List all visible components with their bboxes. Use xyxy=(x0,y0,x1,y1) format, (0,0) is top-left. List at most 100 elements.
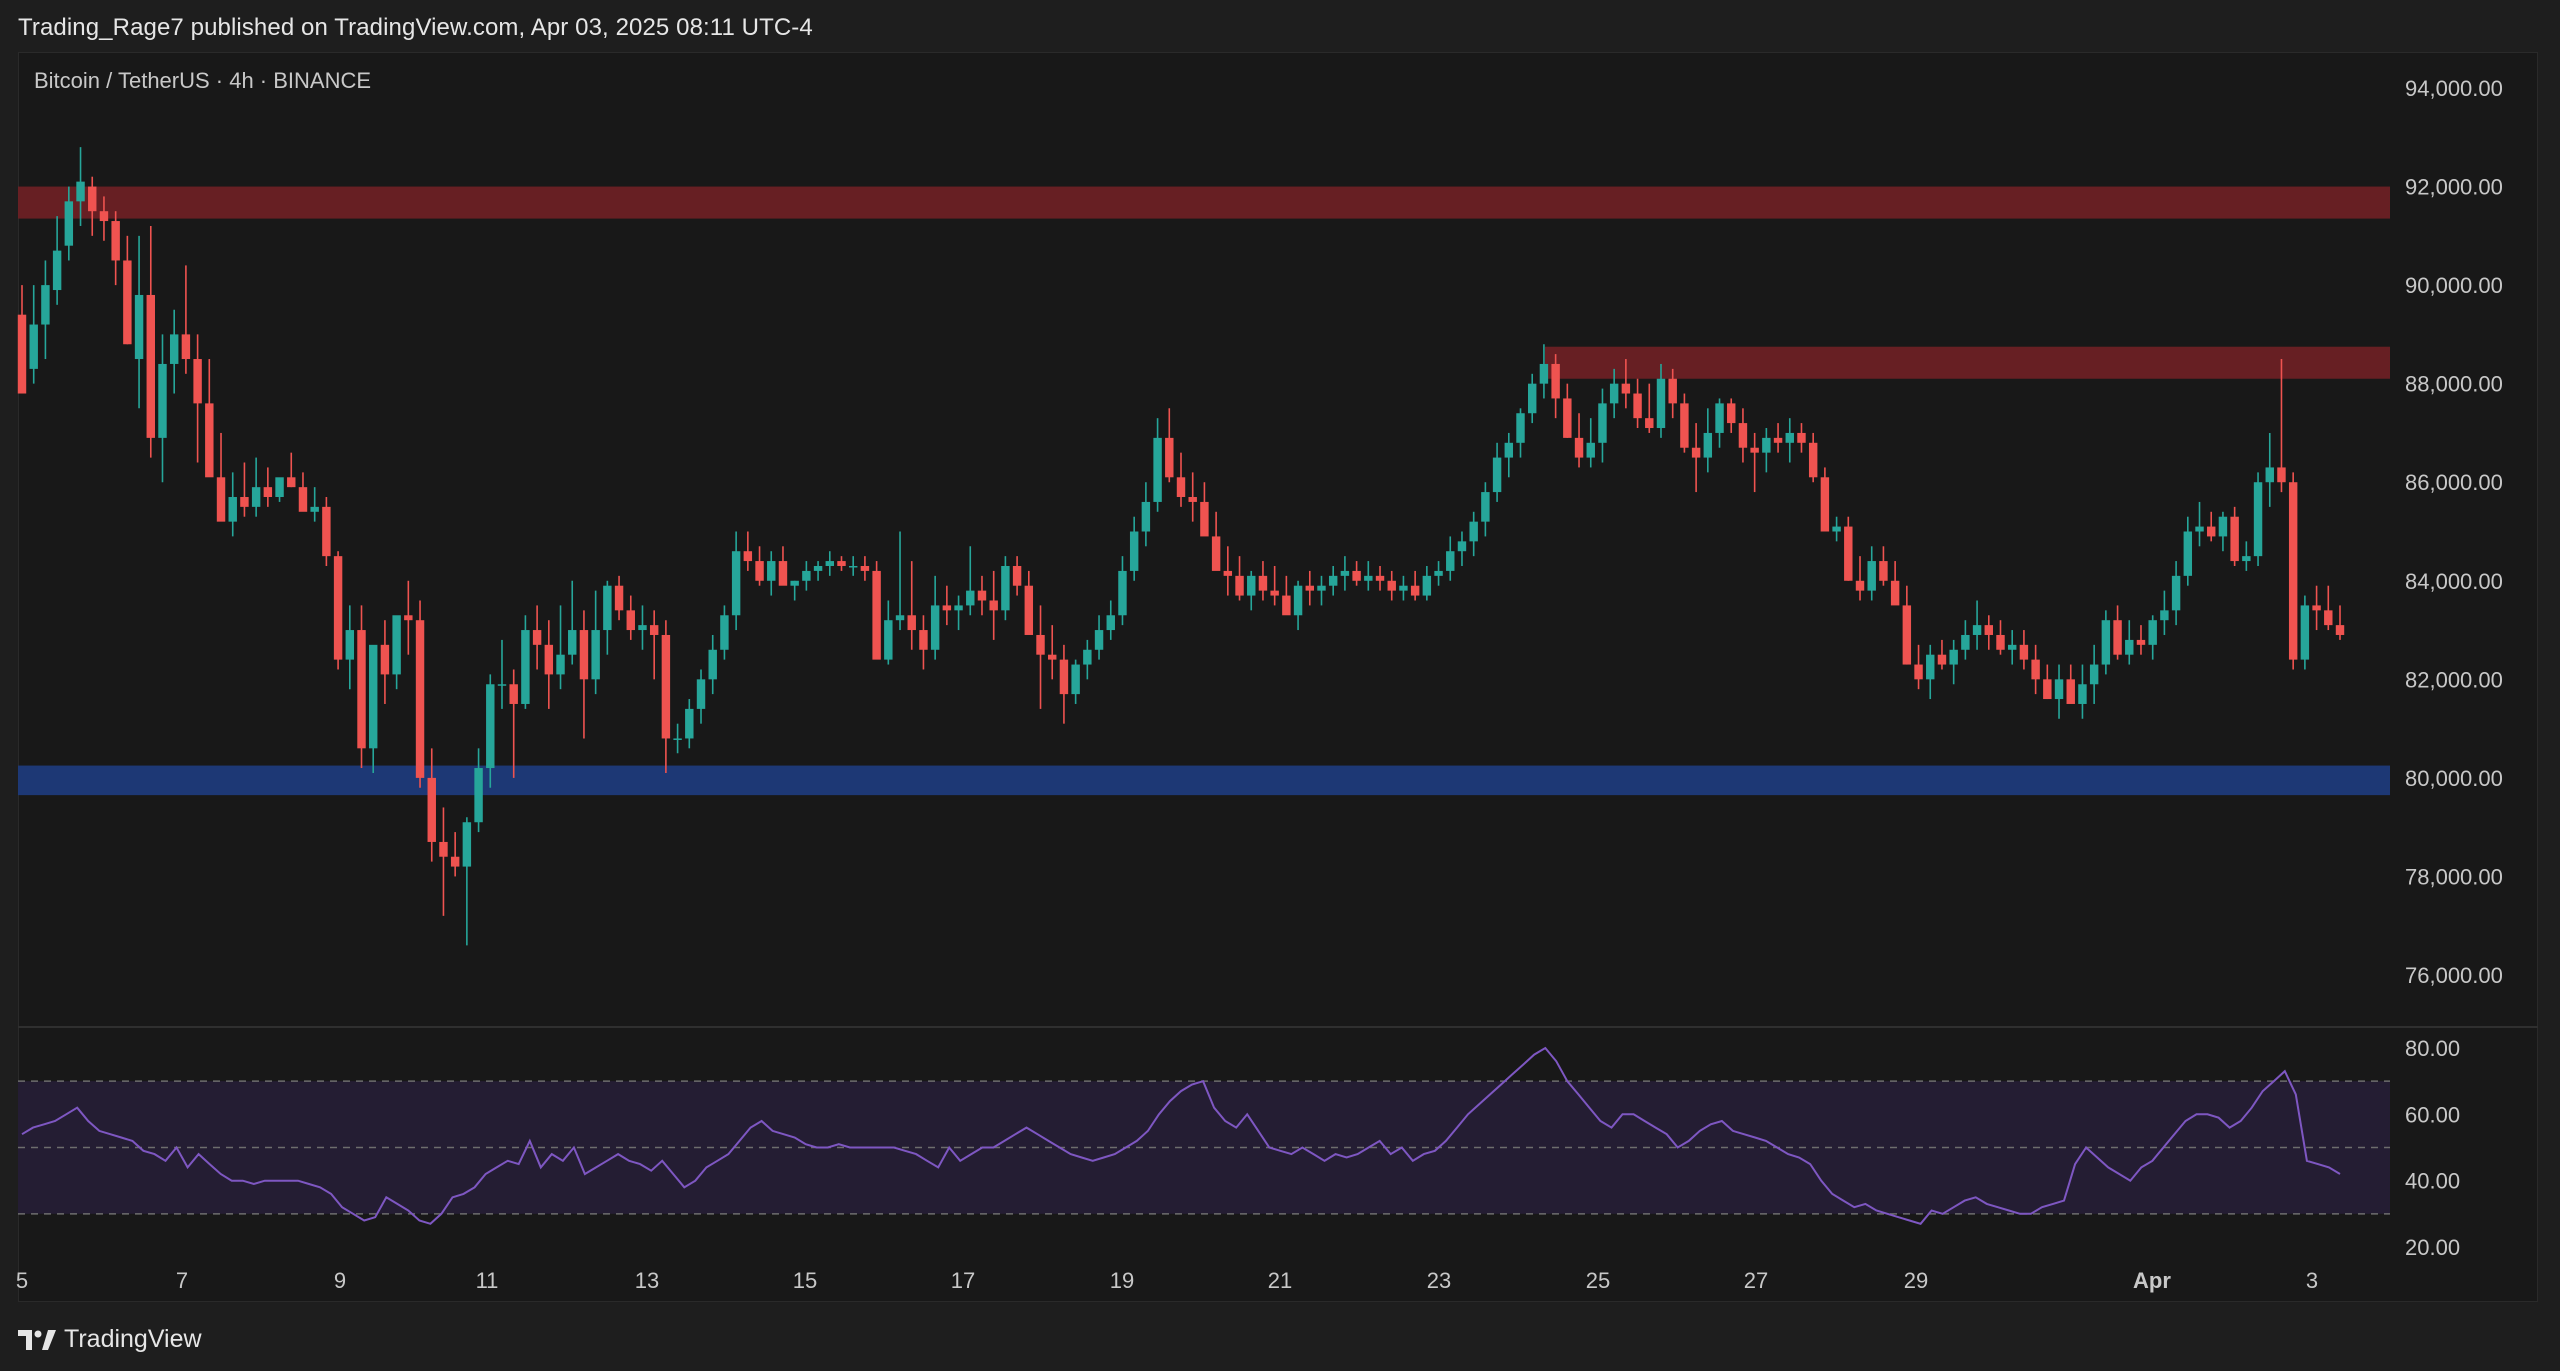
rsi-tick-label: 40.00 xyxy=(2405,1169,2460,1194)
candle-body xyxy=(649,625,659,635)
candle-body xyxy=(1844,526,1853,581)
candle-body xyxy=(743,551,753,562)
candle-body xyxy=(497,684,507,686)
candle-body xyxy=(1223,570,1233,576)
candle-body xyxy=(1703,432,1713,458)
candle-body xyxy=(1504,442,1514,458)
candle-body xyxy=(2230,516,2239,562)
candle-body xyxy=(1434,570,1443,576)
candle-body xyxy=(1399,585,1408,591)
candle-body xyxy=(1656,378,1666,429)
candle-body xyxy=(1469,521,1478,542)
candle-body xyxy=(790,580,799,586)
candle-body xyxy=(1855,580,1865,591)
candle-body xyxy=(368,644,378,749)
candle-body xyxy=(532,630,542,645)
candle-body xyxy=(767,561,776,581)
candle-body xyxy=(1832,526,1841,532)
candle-body xyxy=(860,565,870,571)
candle-body xyxy=(1715,403,1724,433)
candle-body xyxy=(1340,570,1350,576)
candle-body xyxy=(2183,531,2193,576)
candle-body xyxy=(1563,398,1572,438)
candle-body xyxy=(1668,378,1677,404)
candle-body xyxy=(1949,649,1958,665)
tradingview-logo-icon xyxy=(18,1329,56,1350)
candle-body xyxy=(1446,551,1455,571)
candle-body xyxy=(1317,585,1326,591)
date-tick-label: 13 xyxy=(635,1268,659,1293)
candle-body xyxy=(380,644,390,675)
candle-body xyxy=(1024,585,1034,635)
candle-body xyxy=(1984,625,1994,635)
candle-body xyxy=(614,585,624,611)
candle-body xyxy=(1586,442,1595,458)
candle-body xyxy=(556,654,565,675)
price-chart[interactable]: 76,000.00 78,000.00 80,000.00 82,000.00 84,0… xyxy=(0,0,2560,1305)
candle-body xyxy=(333,556,343,660)
candle-body xyxy=(88,186,97,212)
candle-body xyxy=(1410,585,1420,596)
candle-body xyxy=(778,561,788,586)
price-tick-label: 92,000.00 xyxy=(2405,175,2503,200)
candle-body xyxy=(872,570,881,660)
candle-body xyxy=(415,620,425,778)
candle-body xyxy=(708,649,717,680)
candle-body xyxy=(1750,447,1759,453)
candle-body xyxy=(1176,477,1186,498)
tradingview-brand[interactable]: TradingView xyxy=(18,1325,202,1354)
candle-body xyxy=(404,615,413,621)
candle-body xyxy=(1937,654,1947,665)
date-tick-label: 9 xyxy=(334,1268,346,1293)
candle-body xyxy=(1574,437,1584,458)
candle-body xyxy=(568,630,577,655)
candle-body xyxy=(1527,383,1537,414)
date-tick-label: 5 xyxy=(16,1268,28,1293)
candle-body xyxy=(825,561,835,566)
date-tick-label: Apr xyxy=(2133,1268,2171,1293)
candle-body xyxy=(1200,501,1209,537)
candle-body xyxy=(1141,501,1151,532)
candle-body xyxy=(41,285,50,325)
candle-body xyxy=(2242,556,2251,562)
candle-body xyxy=(1645,418,1654,429)
candle-body xyxy=(696,679,706,709)
brand-name: TradingView xyxy=(64,1325,202,1353)
candle-body xyxy=(1551,363,1560,399)
candle-body xyxy=(1785,432,1794,443)
candle-body xyxy=(626,610,635,631)
price-tick-label: 88,000.00 xyxy=(2405,372,2503,397)
candle-body xyxy=(1083,649,1092,665)
candle-body xyxy=(1926,654,1935,680)
candle-body xyxy=(1118,570,1127,616)
candle-body xyxy=(1129,531,1139,571)
candle-body xyxy=(731,551,741,616)
rsi-tick-label: 80.00 xyxy=(2405,1036,2460,1061)
candle-body xyxy=(392,615,401,675)
candle-body xyxy=(275,477,284,498)
candle-body xyxy=(1879,561,1888,581)
candle-body xyxy=(2277,467,2286,483)
candle-body xyxy=(1539,363,1549,384)
candle-body xyxy=(521,630,530,704)
candle-body xyxy=(591,630,600,680)
candle-body xyxy=(263,487,273,498)
candle-body xyxy=(52,250,62,291)
candle-body xyxy=(474,768,483,823)
candle-body xyxy=(2089,664,2099,685)
candle-body xyxy=(1762,437,1771,453)
candle-body xyxy=(2054,679,2064,700)
candle-body xyxy=(1609,383,1619,404)
price-tick-label: 82,000.00 xyxy=(2405,667,2503,692)
candle-body xyxy=(579,630,589,680)
publish-header: Trading_Rage7 published on TradingView.c… xyxy=(0,0,2560,52)
candle-body xyxy=(228,497,237,522)
candle-body xyxy=(2207,526,2216,537)
candle-body xyxy=(450,856,460,867)
candle-body xyxy=(1797,432,1806,443)
candle-body xyxy=(1071,664,1080,695)
rsi-line xyxy=(21,1046,2341,1225)
candle-body xyxy=(64,201,74,246)
candle-body xyxy=(1048,654,1057,660)
candle-body xyxy=(1036,634,1045,655)
